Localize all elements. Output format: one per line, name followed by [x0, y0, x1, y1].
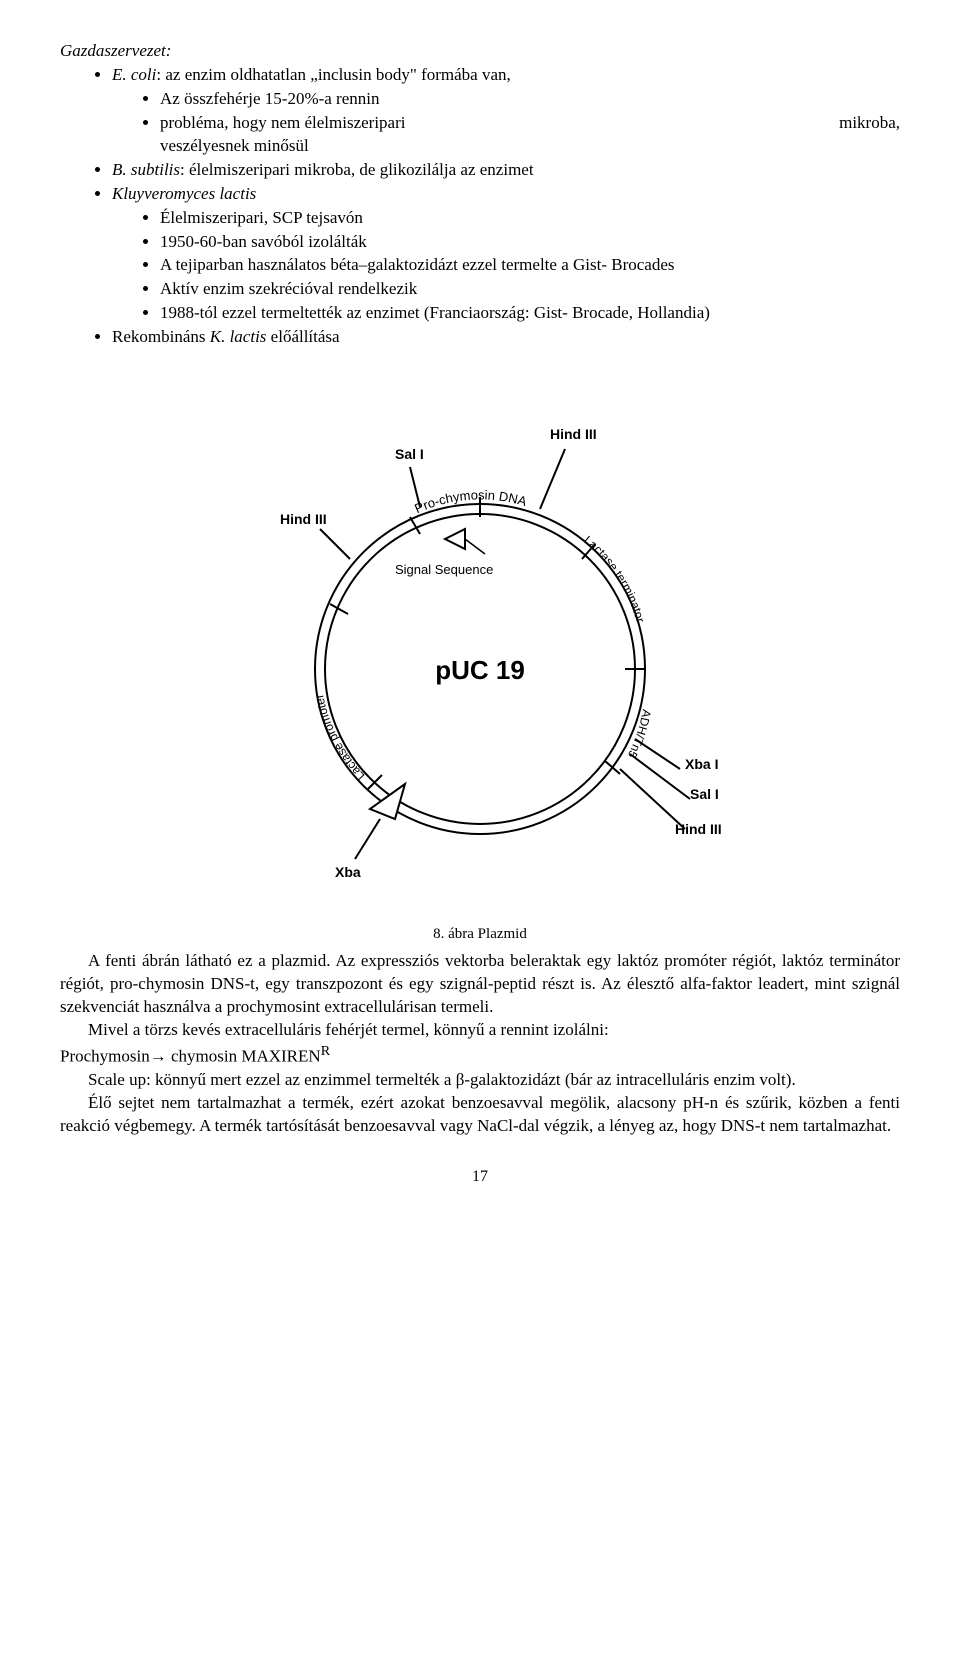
body-paragraph: Élő sejtet nem tartalmazhat a termék, ez… — [60, 1092, 900, 1138]
text: Az összfehérje 15-20%-a rennin — [160, 89, 380, 108]
body-paragraph: Mivel a törzs kevés extracelluláris fehé… — [60, 1019, 900, 1042]
list-item: 1950-60-ban savóból izolálták — [160, 231, 900, 254]
body-paragraph: A fenti ábrán látható ez a plazmid. Az e… — [60, 950, 900, 1019]
label-signal-sequence: Signal Sequence — [395, 562, 493, 577]
text-left: probléma, hogy nem élelmiszeripari — [160, 112, 405, 135]
signal-triangle-icon — [445, 529, 465, 549]
text: Aktív enzim szekrécióval rendelkezik — [160, 279, 417, 298]
list-item: probléma, hogy nem élelmiszeripari mikro… — [160, 112, 900, 158]
sub-bullet-list: Élelmiszeripari, SCP tejsavón 1950-60-ba… — [60, 207, 900, 326]
list-item: A tejiparban használatos béta–galaktozid… — [160, 254, 900, 277]
plasmid-figure: pUC 19 Hind III Sal I Hind III Xba I Sal… — [60, 389, 900, 916]
label-hind-iii-left: Hind III — [280, 511, 327, 527]
label-hind-iii-right: Hind III — [675, 821, 722, 837]
list-item: Kluyveromyces lactis — [112, 183, 900, 206]
arrow-icon: → — [150, 1047, 167, 1066]
label-xba-bottom: Xba — [335, 864, 361, 880]
title-text: Gazdaszervezet: — [60, 41, 171, 60]
text: 1950-60-ban savóból izolálták — [160, 232, 367, 251]
text: előállítása — [266, 327, 339, 346]
ecoli-text: : az enzim oldhatatlan „inclusin body" f… — [156, 65, 510, 84]
page-number: 17 — [60, 1166, 900, 1188]
label-xba-i-right: Xba I — [685, 756, 718, 772]
list-item: Élelmiszeripari, SCP tejsavón — [160, 207, 900, 230]
kluy-name: Kluyveromyces lactis — [112, 184, 256, 203]
text-right: mikroba, — [839, 112, 900, 135]
signal-leader — [465, 539, 485, 554]
text: Prochymosin — [60, 1047, 150, 1066]
top-bullet-list: B. subtilis: élelmiszeripari mikroba, de… — [60, 159, 900, 206]
bsub-text: : élelmiszeripari mikroba, de glikozilál… — [180, 160, 534, 179]
text-cont: veszélyesnek minősül — [160, 135, 900, 158]
ecoli-name: E. coli — [112, 65, 156, 84]
top-bullet-list: Rekombináns K. lactis előállítása — [60, 326, 900, 349]
sub-bullet-list: Az összfehérje 15-20%-a rennin probléma,… — [60, 88, 900, 158]
superscript: R — [321, 1043, 330, 1059]
arc-label-lactase-promoter: Lactase promoter — [312, 693, 367, 783]
bsub-name: B. subtilis — [112, 160, 180, 179]
text: Rekombináns — [112, 327, 210, 346]
arc-label-lactase-terminator: Lactase terminator — [581, 533, 647, 624]
section-title: Gazdaszervezet: — [60, 40, 900, 63]
text: chymosin MAXIREN — [167, 1047, 321, 1066]
arc-label-adh-tn5: ADH/Tn5 — [625, 709, 654, 761]
justified-row: probléma, hogy nem élelmiszeripari mikro… — [160, 112, 900, 135]
list-item: B. subtilis: élelmiszeripari mikroba, de… — [112, 159, 900, 182]
list-item: 1988-tól ezzel termeltették az enzimet (… — [160, 302, 900, 325]
label-sal-i-right: Sal I — [690, 786, 719, 802]
list-item: Aktív enzim szekrécióval rendelkezik — [160, 278, 900, 301]
label-hind-iii-top: Hind III — [550, 426, 597, 442]
text: 1988-tól ezzel termeltették az enzimet (… — [160, 303, 710, 322]
label-sal-i-top: Sal I — [395, 446, 424, 462]
text: A tejiparban használatos béta–galaktozid… — [160, 255, 675, 274]
klactis-name: K. lactis — [210, 327, 267, 346]
figure-caption: 8. ábra Plazmid — [60, 924, 900, 944]
list-item: E. coli: az enzim oldhatatlan „inclusin … — [112, 64, 900, 87]
body-paragraph: Prochymosin→ chymosin MAXIRENR — [60, 1042, 900, 1069]
top-bullet-list: E. coli: az enzim oldhatatlan „inclusin … — [60, 64, 900, 87]
list-item: Rekombináns K. lactis előállítása — [112, 326, 900, 349]
body-paragraph: Scale up: könnyű mert ezzel az enzimmel … — [60, 1069, 900, 1092]
plasmid-svg: pUC 19 Hind III Sal I Hind III Xba I Sal… — [220, 389, 740, 909]
text: Élelmiszeripari, SCP tejsavón — [160, 208, 363, 227]
list-item: Az összfehérje 15-20%-a rennin — [160, 88, 900, 111]
plasmid-center-label: pUC 19 — [435, 655, 525, 685]
